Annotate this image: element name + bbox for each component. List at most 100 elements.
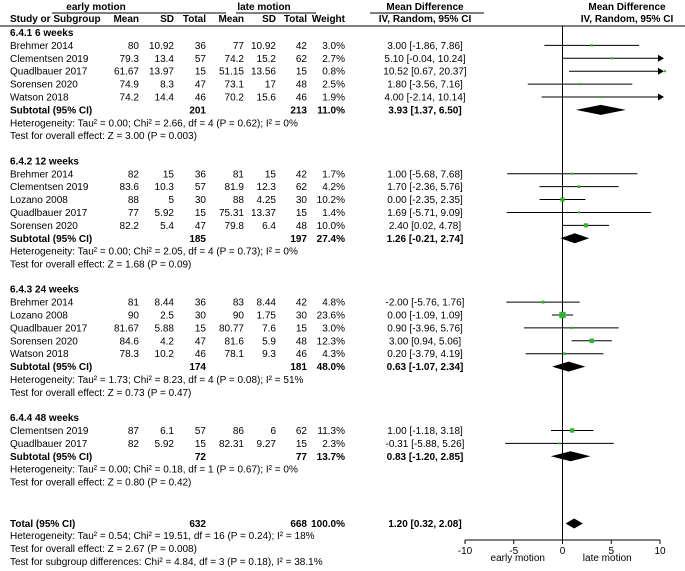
study-weight: 2.5%	[322, 80, 345, 91]
study-point	[590, 44, 593, 47]
study-mean1: 77	[128, 208, 140, 219]
study-mean1: 61.67	[114, 67, 139, 78]
study-total2: 46	[296, 349, 308, 360]
header-group1: early motion	[66, 2, 125, 13]
subtotal-total1: 72	[195, 452, 207, 463]
study-ci-text: 0.20 [-3.79, 4.19]	[387, 349, 463, 360]
subtotal-label: Subtotal (95% CI)	[10, 105, 92, 116]
total-total2: 668	[290, 519, 307, 530]
study-name: Brehmer 2014	[10, 169, 74, 180]
study-total1: 36	[195, 298, 207, 309]
study-total2: 15	[296, 439, 308, 450]
header-study: Study or Subgroup	[10, 14, 101, 25]
study-total2: 46	[296, 93, 308, 104]
study-sd1: 5.88	[155, 323, 175, 334]
study-weight: 4.3%	[322, 349, 345, 360]
study-mean2: 81	[233, 169, 245, 180]
subtotal-ci-text: 3.93 [1.37, 6.50]	[388, 105, 461, 116]
study-point	[577, 185, 581, 188]
study-point	[570, 326, 573, 330]
subtotal-total2: 197	[290, 234, 307, 245]
header-effect-left: Mean Difference	[386, 2, 464, 13]
study-sd2: 13.37	[251, 208, 276, 219]
study-weight: 3.0%	[322, 41, 345, 52]
study-ci-text: 1.70 [-2.36, 5.76]	[387, 182, 463, 193]
study-name: Sorensen 2020	[10, 336, 78, 347]
study-mean2: 83	[233, 298, 245, 309]
study-mean1: 84.6	[120, 336, 140, 347]
footer-line: Test for overall effect: Z = 2.67 (P = 0…	[10, 544, 197, 555]
subgroup-title: 6.4.2 12 weeks	[10, 156, 79, 167]
study-total2: 48	[296, 336, 308, 347]
study-mean1: 74.2	[120, 93, 140, 104]
study-sd2: 17	[265, 80, 277, 91]
study-mean1: 88	[128, 195, 140, 206]
axis-right-label: late motion	[583, 553, 632, 564]
study-mean2: 73.1	[225, 80, 245, 91]
study-point	[600, 96, 603, 98]
study-ci-text: 3.00 [0.94, 5.06]	[389, 336, 462, 347]
study-ci-arrow	[658, 67, 664, 75]
study-mean1: 79.3	[120, 54, 140, 65]
study-total1: 15	[195, 67, 207, 78]
header-iv-left: IV, Random, 95% CI	[379, 14, 472, 25]
subgroup-overall-effect: Test for overall effect: Z = 0.73 (P = 0…	[10, 388, 191, 399]
study-total1: 57	[195, 54, 207, 65]
study-ci-text: 3.00 [-1.86, 7.86]	[387, 41, 463, 52]
study-name: Clementsen 2019	[10, 182, 89, 193]
subtotal-ci-text: 1.26 [-0.21, 2.74]	[387, 234, 464, 245]
study-total2: 62	[296, 426, 308, 437]
subtotal-diamond	[575, 104, 626, 115]
study-sd2: 15	[265, 169, 277, 180]
study-sd1: 14.4	[155, 93, 175, 104]
header-total1: Total	[183, 14, 206, 25]
study-weight: 4.2%	[322, 182, 345, 193]
study-ci-text: 1.00 [-1.18, 3.18]	[387, 426, 463, 437]
study-point	[579, 83, 582, 86]
study-sd1: 10.92	[149, 41, 174, 52]
study-sd1: 10.3	[155, 182, 175, 193]
study-ci-text: 10.52 [0.67, 20.37]	[383, 67, 467, 78]
study-sd1: 6.1	[160, 426, 174, 437]
study-point	[571, 172, 574, 175]
study-total2: 42	[296, 169, 308, 180]
study-sd2: 4.25	[257, 195, 277, 206]
study-point	[583, 223, 588, 228]
total-label: Total (95% CI)	[10, 519, 75, 530]
subtotal-total1: 174	[189, 362, 206, 373]
study-ci-text: 0.00 [-1.09, 1.09]	[387, 311, 463, 322]
study-mean1: 78.3	[120, 349, 140, 360]
study-sd1: 5.4	[160, 221, 174, 232]
study-mean2: 82.31	[219, 439, 244, 450]
study-total1: 47	[195, 221, 207, 232]
subtotal-weight: 13.7%	[317, 452, 345, 463]
x-axis-tick-label: -5	[509, 546, 518, 557]
x-axis-tick-label: 10	[654, 546, 666, 557]
study-sd2: 7.6	[262, 323, 276, 334]
study-name: Lozano 2008	[10, 311, 68, 322]
study-ci-text: 1.69 [-5.71, 9.09]	[387, 208, 463, 219]
header-mean2: Mean	[218, 14, 244, 25]
study-total1: 15	[195, 208, 207, 219]
study-ci-text: 0.00 [-2.35, 2.35]	[387, 195, 463, 206]
study-total2: 30	[296, 195, 308, 206]
subgroup-heterogeneity: Heterogeneity: Tau² = 0.00; Chi² = 2.66,…	[10, 118, 298, 129]
subtotal-diamond	[560, 233, 590, 244]
study-point	[589, 338, 595, 344]
subgroup-heterogeneity: Heterogeneity: Tau² = 0.00; Chi² = 2.05,…	[10, 247, 298, 258]
study-sd2: 9.3	[262, 349, 276, 360]
study-point	[559, 311, 566, 319]
header-weight: Weight	[312, 14, 346, 25]
study-ci-text: 0.90 [-3.96, 5.76]	[387, 323, 463, 334]
study-name: Sorensen 2020	[10, 80, 78, 91]
study-name: Lozano 2008	[10, 195, 68, 206]
study-sd2: 10.92	[251, 41, 276, 52]
study-mean2: 77	[233, 41, 245, 52]
header-effect-right: Mean Difference	[588, 2, 666, 13]
footer-line: Heterogeneity: Tau² = 0.54; Chi² = 19.51…	[10, 531, 315, 542]
axis-left-label: early motion	[491, 553, 545, 564]
subtotal-total2: 181	[290, 362, 307, 373]
subgroup-overall-effect: Test for overall effect: Z = 3.00 (P = 0…	[10, 131, 197, 142]
study-sd2: 8.44	[257, 298, 277, 309]
x-axis-tick-label: -10	[458, 546, 473, 557]
